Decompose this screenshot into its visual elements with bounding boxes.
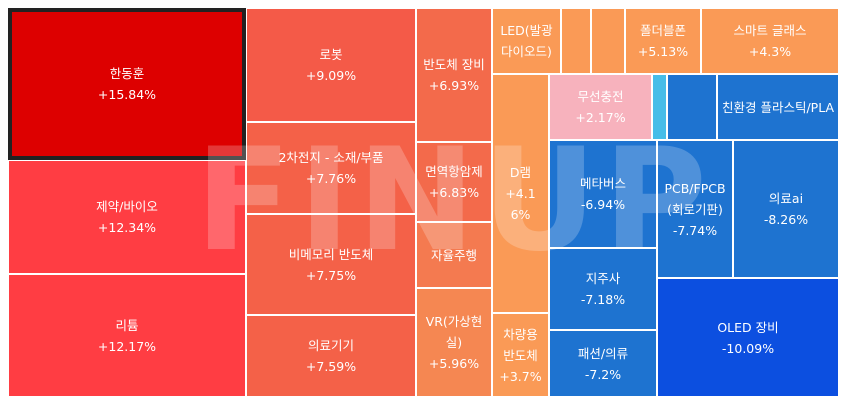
tile-text: 친환경 플라스틱/PLA bbox=[719, 97, 837, 118]
treemap-tile[interactable]: 의료기기 +7.59% bbox=[246, 315, 416, 397]
tile-text: 자율주행 bbox=[428, 245, 480, 266]
treemap-tile[interactable]: OLED 장비 -10.09% bbox=[657, 278, 839, 397]
tile-change-value: -8.26% bbox=[763, 212, 809, 227]
tile-text: 로봇 +9.09% bbox=[303, 44, 359, 86]
tile-change-value: +6.83% bbox=[428, 185, 480, 200]
tile-sector-name: 친환경 플라스틱/PLA bbox=[721, 99, 835, 115]
tile-change-value: +7.76% bbox=[305, 171, 357, 186]
tile-text: 반도체 장비 +6.93% bbox=[420, 54, 487, 96]
tile-text: 폴더블폰 +5.13% bbox=[635, 20, 691, 62]
treemap-tile[interactable]: 한동훈 +15.84% bbox=[8, 8, 246, 160]
tile-text: OLED 장비 -10.09% bbox=[714, 317, 781, 359]
treemap-tile[interactable]: 2차전지 - 소재/부품 +7.76% bbox=[246, 122, 416, 214]
treemap-tile[interactable]: VR(가상현실) +5.96% bbox=[416, 288, 492, 397]
tile-text: LED(발광다이오드) bbox=[493, 20, 560, 62]
tile-sector-name: 로봇 bbox=[319, 47, 343, 62]
tile-change-value: +4.3% bbox=[748, 44, 792, 59]
tile-sector-name: 리튬 bbox=[115, 317, 139, 333]
tile-change-value: -7.18% bbox=[580, 292, 626, 307]
tile-sector-name: 의료기기 bbox=[307, 338, 354, 353]
treemap-tile[interactable]: 무선충전 +2.17% bbox=[549, 74, 652, 140]
tile-change-value: -6.94% bbox=[580, 197, 626, 212]
tile-change-value: +7.59% bbox=[305, 359, 357, 374]
tile-sector-name: 한동훈 bbox=[109, 66, 145, 81]
treemap-tile[interactable] bbox=[667, 74, 717, 140]
tile-sector-name: 비메모리 반도체 bbox=[288, 246, 374, 262]
tile-sector-name: 면역항암제 bbox=[425, 164, 483, 179]
tile-sector-name: 지주사 bbox=[585, 271, 621, 286]
treemap-tile[interactable]: 반도체 장비 +6.93% bbox=[416, 8, 492, 142]
tile-text: 지주사 -7.18% bbox=[578, 268, 628, 310]
treemap-tile[interactable]: 패션/의류 -7.2% bbox=[549, 330, 657, 397]
treemap-tile[interactable]: 차량용 반도체 +3.7% bbox=[492, 313, 549, 397]
tile-change-value: +15.84% bbox=[97, 87, 157, 102]
tile-text: 의료ai -8.26% bbox=[761, 188, 811, 230]
tile-text: 리튬 +12.17% bbox=[95, 315, 159, 357]
tile-sector-name: D램 bbox=[509, 165, 532, 180]
tile-text: 메타버스 -6.94% bbox=[577, 173, 629, 215]
tile-change-value: +5.13% bbox=[637, 44, 689, 59]
tile-change-value: +6.93% bbox=[428, 78, 480, 93]
treemap-tile[interactable]: 메타버스 -6.94% bbox=[549, 140, 657, 248]
tile-sector-name: 폴더블폰 bbox=[639, 23, 686, 38]
tile-sector-name: OLED 장비 bbox=[717, 319, 779, 335]
treemap-tile[interactable]: 리튬 +12.17% bbox=[8, 274, 246, 397]
treemap-tile[interactable]: 폴더블폰 +5.13% bbox=[625, 8, 701, 74]
tile-sector-name: 제약/바이오 bbox=[96, 199, 158, 214]
treemap-tile[interactable]: 제약/바이오 +12.34% bbox=[8, 160, 246, 274]
tile-change-value: +2.17% bbox=[575, 110, 626, 125]
treemap-tile[interactable]: 로봇 +9.09% bbox=[246, 8, 416, 122]
tile-text: PCB/FPCB(회로기판) -7.74% bbox=[658, 178, 732, 241]
tile-sector-name: 반도체 장비 bbox=[423, 57, 485, 72]
tile-sector-name: 메타버스 bbox=[579, 176, 626, 191]
tile-change-value: +7.75% bbox=[305, 267, 357, 283]
tile-text: 2차전지 - 소재/부품 +7.76% bbox=[275, 147, 386, 189]
treemap-tile[interactable]: 비메모리 반도체 +7.75% bbox=[246, 214, 416, 315]
tile-text: D램 +4.16% bbox=[493, 162, 548, 225]
tile-sector-name: 자율주행 bbox=[430, 247, 477, 263]
tile-sector-name: 패션/의류 bbox=[577, 345, 629, 361]
treemap-tile[interactable]: 의료ai -8.26% bbox=[733, 140, 839, 278]
tile-change-value: +5.96% bbox=[428, 356, 480, 371]
treemap-tile[interactable]: LED(발광다이오드) bbox=[492, 8, 561, 74]
tile-change-value: +12.34% bbox=[97, 220, 157, 235]
tile-sector-name: 의료ai bbox=[768, 191, 804, 206]
tile-sector-name: 스마트 글래스 bbox=[733, 23, 807, 38]
treemap-tile[interactable]: D램 +4.16% bbox=[492, 74, 549, 313]
tile-sector-name: LED(발광다이오드) bbox=[500, 23, 553, 59]
treemap-tile[interactable]: 지주사 -7.18% bbox=[549, 248, 657, 330]
tile-sector-name: 차량용 반도체 bbox=[503, 326, 538, 363]
tile-change-value: +4.16% bbox=[505, 186, 536, 222]
treemap-tile[interactable]: PCB/FPCB(회로기판) -7.74% bbox=[657, 140, 733, 278]
tile-text: 한동훈 +15.84% bbox=[95, 63, 159, 105]
tile-sector-name: 무선충전 bbox=[577, 89, 624, 104]
treemap-tile[interactable] bbox=[591, 8, 625, 74]
tile-text: 면역항암제 +6.83% bbox=[422, 161, 486, 203]
tile-text: 무선충전 +2.17% bbox=[572, 86, 628, 128]
treemap-tile[interactable]: 면역항암제 +6.83% bbox=[416, 142, 492, 222]
tile-text: 패션/의류 -7.2% bbox=[575, 343, 631, 385]
tile-change-value: -7.74% bbox=[672, 222, 718, 238]
tile-text: 비메모리 반도체 +7.75% bbox=[286, 244, 376, 286]
tile-change-value: +3.7% bbox=[499, 368, 542, 384]
treemap-tile[interactable]: 자율주행 bbox=[416, 222, 492, 288]
tile-text: 스마트 글래스 +4.3% bbox=[731, 20, 810, 62]
treemap-tile[interactable]: 친환경 플라스틱/PLA bbox=[717, 74, 839, 140]
treemap-tile[interactable] bbox=[561, 8, 591, 74]
tile-text: 제약/바이오 +12.34% bbox=[93, 196, 161, 238]
tile-change-value: -7.2% bbox=[584, 366, 622, 382]
tile-text: 차량용 반도체 +3.7% bbox=[493, 324, 548, 387]
tile-text: 의료기기 +7.59% bbox=[303, 335, 359, 377]
tile-change-value: -10.09% bbox=[721, 340, 775, 356]
tile-text: VR(가상현실) +5.96% bbox=[417, 311, 491, 374]
treemap-tile[interactable]: 스마트 글래스 +4.3% bbox=[701, 8, 839, 74]
treemap-tile[interactable] bbox=[652, 74, 667, 140]
tile-sector-name: VR(가상현실) bbox=[425, 314, 483, 350]
tile-sector-name: PCB/FPCB(회로기판) bbox=[664, 180, 726, 217]
tile-change-value: +12.17% bbox=[97, 338, 157, 354]
tile-sector-name: 2차전지 - 소재/부품 bbox=[278, 150, 384, 165]
tile-change-value: +9.09% bbox=[305, 68, 357, 83]
